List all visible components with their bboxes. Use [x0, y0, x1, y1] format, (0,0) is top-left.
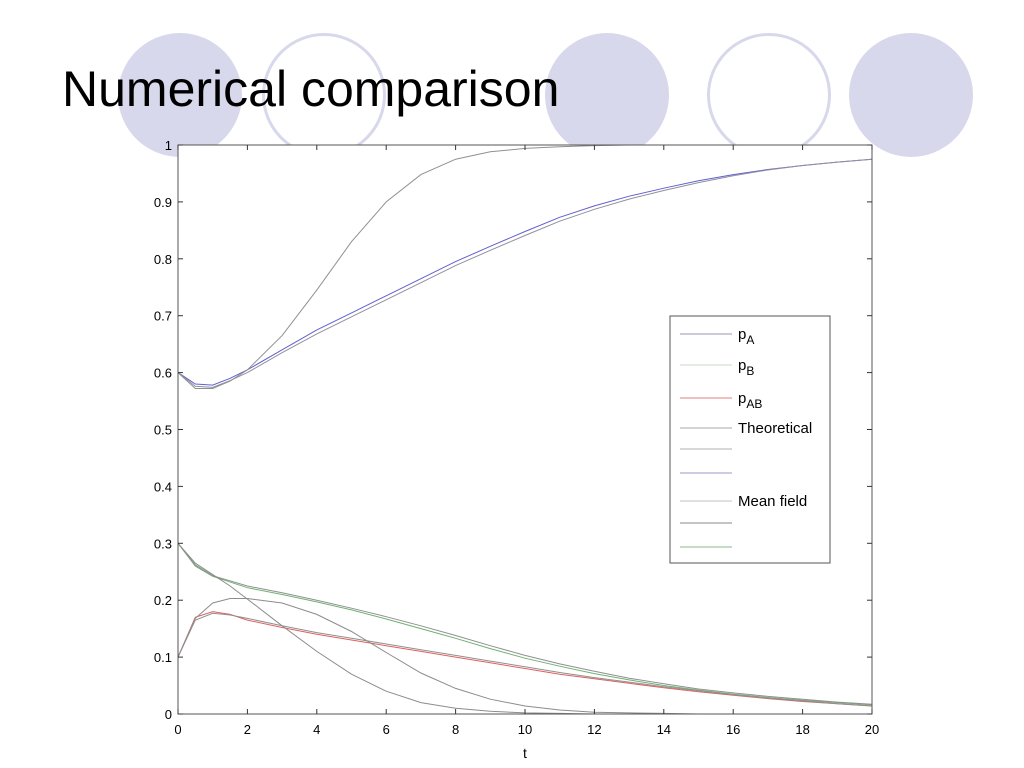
y-tick-label: 0.1 [154, 650, 172, 665]
series-line-3 [177, 542, 873, 706]
y-tick-label: 0.8 [154, 252, 172, 267]
y-tick-label: 0.4 [154, 479, 172, 494]
y-tick-label: 0.2 [154, 593, 172, 608]
series-line-1 [177, 158, 873, 388]
legend-box [669, 315, 831, 564]
y-tick-label: 0.7 [154, 309, 172, 324]
x-tick-label: 10 [518, 722, 532, 737]
y-tick-label: 1 [165, 138, 172, 153]
legend-label-1: pB [738, 357, 754, 378]
x-tick-label: 4 [313, 722, 320, 737]
decor-circle-filled [849, 33, 973, 157]
legend-label-6: Mean field [738, 493, 807, 510]
y-tick-label: 0.9 [154, 195, 172, 210]
series-line-4 [177, 542, 873, 705]
x-tick-label: 18 [795, 722, 809, 737]
y-tick-label: 0.3 [154, 536, 172, 551]
x-axis-label: t [523, 745, 527, 761]
x-tick-label: 2 [244, 722, 251, 737]
y-tick-label: 0.6 [154, 366, 172, 381]
y-tick-label: 0.5 [154, 423, 172, 438]
slide-title: Numerical comparison [62, 61, 560, 117]
legend-label-0: pA [738, 326, 754, 347]
x-tick-label: 16 [726, 722, 740, 737]
x-tick-label: 8 [452, 722, 459, 737]
decor-circle-filled [118, 33, 242, 157]
y-tick-label: 0 [165, 707, 172, 722]
x-tick-label: 6 [383, 722, 390, 737]
legend-label-3: Theoretical [738, 420, 812, 437]
x-tick-label: 0 [174, 722, 181, 737]
legend-label-2: pAB [738, 390, 762, 411]
axes-layer: 0 2 4 6 8 10 12 14 16 18 20 0 0.1 0.2 0.3 0.4 0.5 0.6 0.7 0… [154, 138, 879, 761]
x-tick-label: 20 [865, 722, 879, 737]
x-tick-label: 14 [657, 722, 671, 737]
series-line-0 [177, 158, 873, 386]
decor-circle-filled [545, 33, 669, 157]
series-line-6 [177, 612, 873, 707]
chart-legend: pA pB pAB Theoretical Mean field [669, 315, 831, 564]
x-tick-label: 12 [587, 722, 601, 737]
